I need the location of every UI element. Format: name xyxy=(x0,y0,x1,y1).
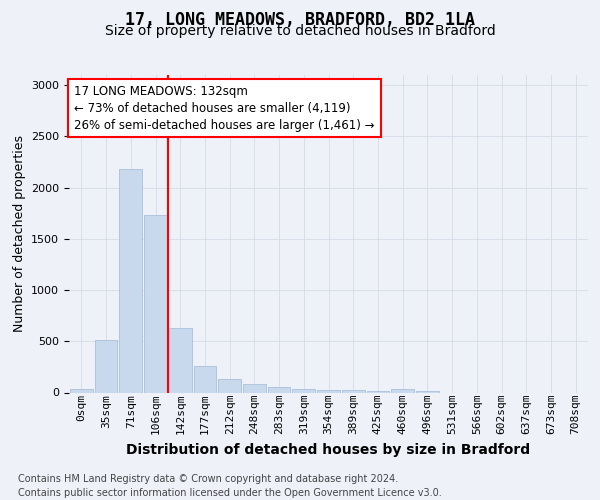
Bar xyxy=(342,390,365,392)
Bar xyxy=(391,390,414,392)
Bar xyxy=(268,388,290,392)
Bar xyxy=(169,328,191,392)
Bar xyxy=(292,389,315,392)
Bar xyxy=(367,391,389,392)
Bar xyxy=(243,384,266,392)
Bar xyxy=(317,390,340,392)
X-axis label: Distribution of detached houses by size in Bradford: Distribution of detached houses by size … xyxy=(127,442,530,456)
Bar xyxy=(144,215,167,392)
Text: Contains HM Land Registry data © Crown copyright and database right 2024.
Contai: Contains HM Land Registry data © Crown c… xyxy=(18,474,442,498)
Text: 17, LONG MEADOWS, BRADFORD, BD2 1LA: 17, LONG MEADOWS, BRADFORD, BD2 1LA xyxy=(125,11,475,29)
Y-axis label: Number of detached properties: Number of detached properties xyxy=(13,135,26,332)
Bar xyxy=(218,379,241,392)
Bar xyxy=(70,390,93,392)
Bar xyxy=(95,340,118,392)
Text: 17 LONG MEADOWS: 132sqm
← 73% of detached houses are smaller (4,119)
26% of semi: 17 LONG MEADOWS: 132sqm ← 73% of detache… xyxy=(74,84,374,132)
Text: Size of property relative to detached houses in Bradford: Size of property relative to detached ho… xyxy=(104,24,496,38)
Bar xyxy=(194,366,216,392)
Bar xyxy=(119,168,142,392)
